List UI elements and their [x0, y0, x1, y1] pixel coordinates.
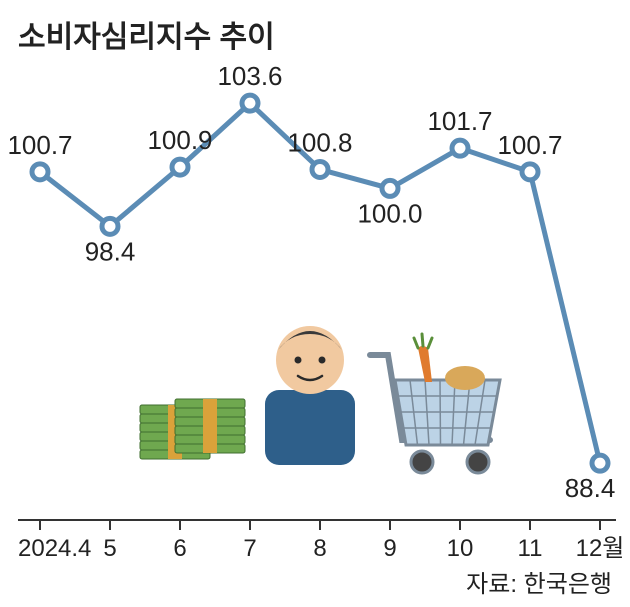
x-tick-label: 12월 [576, 535, 625, 562]
person-body [265, 390, 355, 465]
data-marker [172, 159, 188, 175]
data-marker [452, 140, 468, 156]
x-tick-label: 9 [383, 535, 396, 562]
value-label: 100.0 [357, 198, 422, 228]
x-tick-label: 10 [447, 535, 474, 562]
x-tick-label: 11 [518, 535, 543, 562]
value-label: 100.7 [497, 130, 562, 160]
line-chart-svg: 2024.4 5 6 7 8 9 10 11 12월 100.7 98.4 100.9 103.6 100… [0, 0, 630, 607]
value-label: 100.8 [287, 127, 352, 157]
data-marker [242, 95, 258, 111]
chart-title: 소비자심리지수 추이 [18, 12, 275, 56]
person-head [276, 326, 344, 394]
x-tick-label: 6 [173, 535, 186, 562]
data-marker [522, 164, 538, 180]
chart-source: 자료: 한국은행 [466, 564, 612, 599]
x-tick-label: 5 [103, 535, 116, 562]
data-marker [102, 218, 118, 234]
value-label: 88.4 [565, 473, 616, 503]
data-marker [32, 164, 48, 180]
x-tick-label: 8 [313, 535, 326, 562]
value-label: 100.7 [7, 130, 72, 160]
data-marker [592, 455, 608, 471]
x-tick-label: 7 [243, 535, 256, 562]
value-label: 98.4 [85, 236, 136, 266]
data-marker [312, 161, 328, 177]
chart-container: 소비자심리지수 추이 2024.4 5 6 7 8 9 10 11 12월 100.7 98.4 10… [0, 0, 630, 607]
illustration [140, 326, 500, 473]
value-label: 103.6 [217, 61, 282, 91]
data-marker [382, 180, 398, 196]
x-tick-label: 2024.4 [18, 535, 91, 562]
value-label: 100.9 [147, 125, 212, 155]
value-label: 101.7 [427, 106, 492, 136]
